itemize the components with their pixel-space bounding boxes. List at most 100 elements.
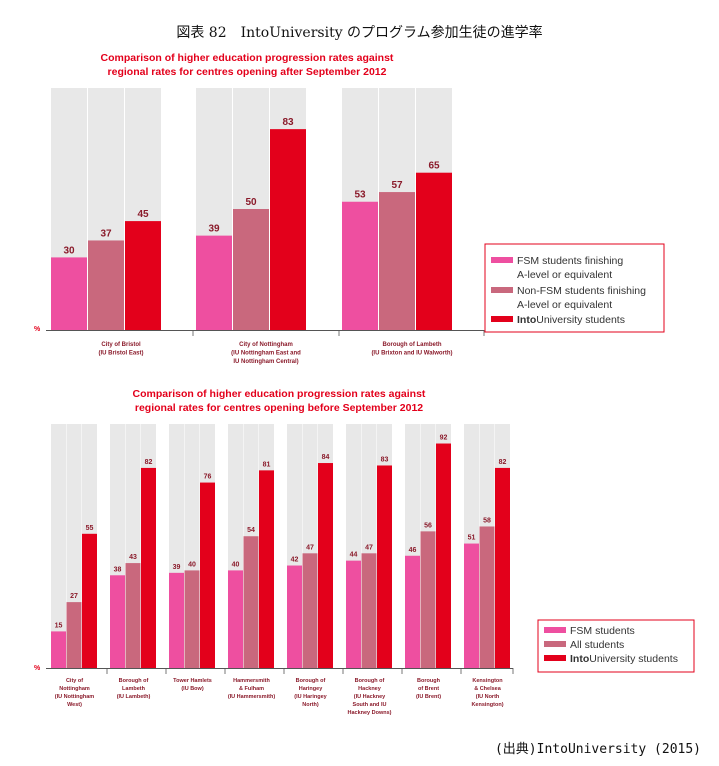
data-label: 15 <box>55 622 63 629</box>
legend-label: Non-FSM students finishing <box>517 285 646 297</box>
data-label: 56 <box>424 522 432 529</box>
bar-fsm <box>51 257 87 330</box>
category-label: Borough of Haringey (IU Haringey North) <box>294 678 327 708</box>
data-label: 50 <box>245 197 257 208</box>
legend-swatch <box>544 655 566 661</box>
bar-fsm <box>287 565 302 668</box>
legend-label: IntoUniversity students <box>570 653 678 665</box>
bar-iu <box>318 463 333 668</box>
bar-nonfsm <box>379 192 415 330</box>
data-label: 47 <box>306 544 314 551</box>
data-label: 40 <box>188 561 196 568</box>
legend-label: All students <box>570 639 624 651</box>
legend-label: FSM students <box>570 625 635 637</box>
legend-swatch <box>491 257 513 263</box>
data-label: 83 <box>381 456 389 463</box>
category-label: Hammersmith & Fulham (IU Hammersmith) <box>228 678 276 700</box>
legend-box <box>484 243 665 333</box>
data-label: 83 <box>282 117 294 128</box>
chart-2: Comparison of higher education progressi… <box>34 388 695 716</box>
bar-iu <box>416 172 452 330</box>
chart-title-line: Comparison of higher education progressi… <box>133 388 426 400</box>
bar-fsm <box>346 560 361 668</box>
bar-nonfsm <box>125 563 141 668</box>
data-label: 82 <box>145 459 153 466</box>
legend-label: FSM students finishing <box>517 255 623 267</box>
legend: FSM students finishing A-level or equival… <box>484 243 665 333</box>
data-label: 58 <box>483 517 491 524</box>
data-label: 65 <box>428 161 440 172</box>
category-label: City of Nottingham (IU Nottingham East an… <box>231 342 301 365</box>
data-label: 42 <box>291 557 299 564</box>
bar-nonfsm <box>420 531 436 668</box>
bar-fsm <box>464 543 479 668</box>
data-label: 51 <box>468 535 476 542</box>
category-label: Tower Hamlets (IU Bow) <box>173 678 212 692</box>
bar-nonfsm <box>361 553 377 668</box>
data-label: 53 <box>354 190 366 201</box>
bar-fsm <box>110 575 125 668</box>
bar-fsm <box>51 631 66 668</box>
category-label: City of Bristol (IU Bristol East) <box>98 342 143 357</box>
legend-swatch <box>491 287 513 293</box>
bar-nonfsm <box>88 240 124 330</box>
bar-fsm <box>405 555 420 668</box>
data-label: 84 <box>322 454 330 461</box>
data-label: 30 <box>63 245 75 256</box>
bar-background <box>51 424 66 668</box>
bar-iu <box>125 221 161 330</box>
data-label: 44 <box>350 552 358 559</box>
legend-label: A-level or equivalent <box>517 299 612 311</box>
bar-nonfsm <box>233 209 269 330</box>
data-label: 37 <box>100 228 112 239</box>
bar-iu <box>436 443 451 668</box>
bar-iu <box>82 533 97 668</box>
data-label: 47 <box>365 544 373 551</box>
data-label: 40 <box>232 561 240 568</box>
category-label: Borough of Brent (IU Brent) <box>416 678 441 700</box>
data-label: 81 <box>263 461 271 468</box>
category-label: Borough of Hackney (IU Hackney South and IU… <box>347 678 391 716</box>
category-label: Kensington & Chelsea (IU North Kensington) <box>471 678 503 708</box>
data-label: 82 <box>499 459 507 466</box>
bar-nonfsm <box>243 536 259 668</box>
data-label: 76 <box>204 474 212 481</box>
bar-iu <box>270 129 306 330</box>
data-label: 54 <box>247 527 255 534</box>
y-axis-label: % <box>34 326 41 333</box>
bar-iu <box>377 465 392 668</box>
bar-iu <box>200 482 215 668</box>
legend-swatch <box>544 627 566 633</box>
bar-iu <box>495 467 510 668</box>
bar-nonfsm <box>302 553 318 668</box>
data-label: 57 <box>391 180 403 191</box>
data-label: 43 <box>129 554 137 561</box>
bar-iu <box>259 470 274 668</box>
bar-iu <box>141 467 156 668</box>
data-label: 39 <box>173 564 181 571</box>
bar-nonfsm <box>184 570 200 668</box>
chart-title-line: regional rates for centres opening after… <box>108 66 387 78</box>
legend-swatch <box>491 316 513 322</box>
chart-1: Comparison of higher education progressi… <box>34 52 665 365</box>
legend-swatch <box>544 641 566 647</box>
bar-nonfsm <box>479 526 495 668</box>
data-label: 38 <box>114 566 122 573</box>
data-label: 46 <box>409 547 417 554</box>
data-label: 39 <box>208 224 220 235</box>
legend-label: A-level or equivalent <box>517 269 612 281</box>
data-label: 45 <box>137 209 149 220</box>
data-label: 27 <box>70 593 78 600</box>
bar-fsm <box>169 572 184 668</box>
category-label: City of Nottingham (IU Nottingham West) <box>55 678 95 708</box>
data-label: 92 <box>440 435 448 442</box>
bar-fsm <box>342 201 378 330</box>
bar-fsm <box>228 570 243 668</box>
bar-fsm <box>196 235 232 330</box>
bar-nonfsm <box>66 602 82 668</box>
legend: FSM students All students IntoUniversity s… <box>537 619 695 673</box>
legend-label: IntoUniversity students <box>517 314 625 326</box>
y-axis-label: % <box>34 665 41 672</box>
chart-title-line: regional rates for centres opening befor… <box>135 402 423 414</box>
